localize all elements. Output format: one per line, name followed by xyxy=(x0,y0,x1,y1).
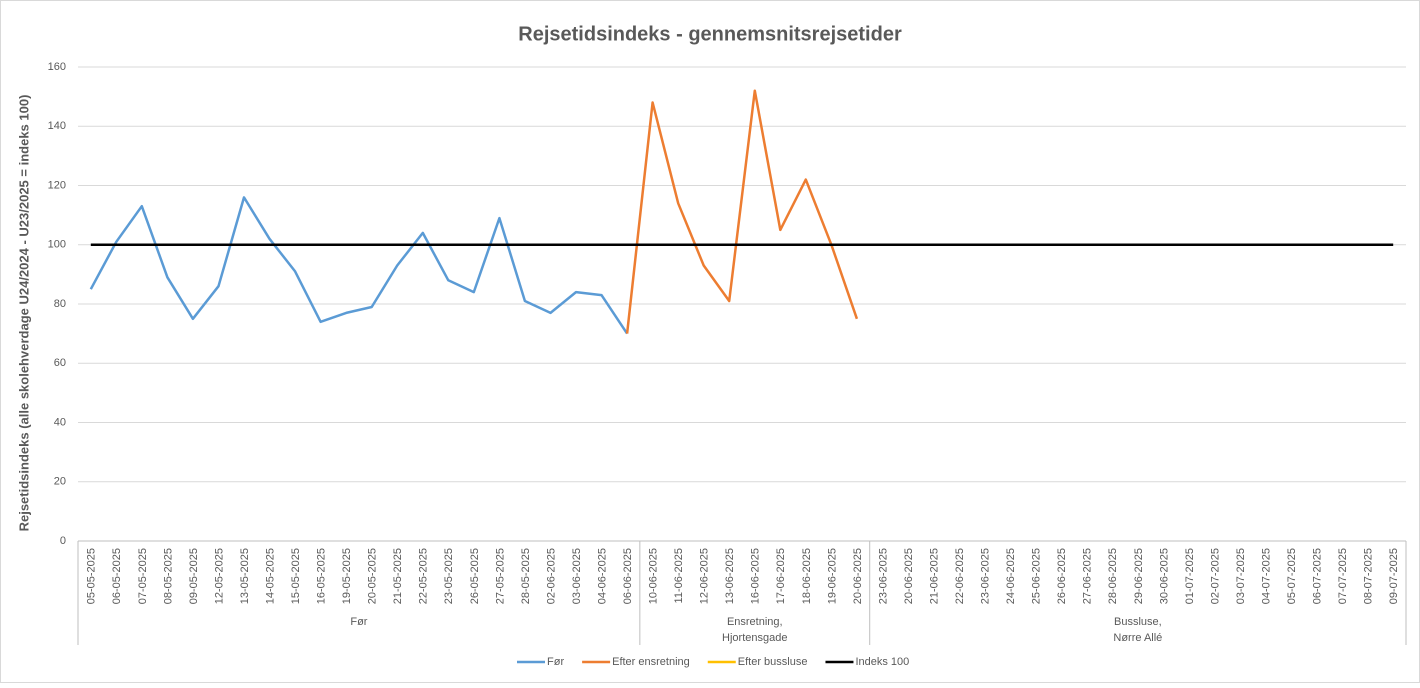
x-tick-label: 27-05-2025 xyxy=(494,548,506,604)
x-tick-label: 07-05-2025 xyxy=(137,548,149,604)
x-tick-label: 19-06-2025 xyxy=(826,548,838,604)
x-tick-label: 28-05-2025 xyxy=(520,548,532,604)
y-tick-label: 20 xyxy=(54,476,66,488)
x-tick-label: 08-07-2025 xyxy=(1363,548,1375,604)
x-tick-label: 02-07-2025 xyxy=(1209,548,1221,604)
x-tick-label: 20-06-2025 xyxy=(903,548,915,604)
y-tick-label: 0 xyxy=(60,535,66,547)
x-tick-label: 05-07-2025 xyxy=(1286,548,1298,604)
y-tick-label: 100 xyxy=(48,239,66,251)
x-tick-label: 26-06-2025 xyxy=(1056,548,1068,604)
x-tick-label: 17-06-2025 xyxy=(775,548,787,604)
x-tick-label: 04-06-2025 xyxy=(596,548,608,604)
x-tick-label: 29-06-2025 xyxy=(1133,548,1145,604)
y-tick-label: 40 xyxy=(54,416,66,428)
y-tick-label: 160 xyxy=(48,61,66,73)
x-tick-label: 07-07-2025 xyxy=(1337,548,1349,604)
x-tick-label: 05-05-2025 xyxy=(86,548,98,604)
legend-label: Efter bussluse xyxy=(738,656,808,668)
x-tick-label: 18-06-2025 xyxy=(801,548,813,604)
x-tick-label: 12-06-2025 xyxy=(699,548,711,604)
legend-label: Efter ensretning xyxy=(612,656,690,668)
x-tick-label: 01-07-2025 xyxy=(1184,548,1196,604)
x-tick-label: 23-06-2025 xyxy=(877,548,889,604)
x-tick-label: 09-05-2025 xyxy=(188,548,200,604)
x-tick-label: 06-06-2025 xyxy=(622,548,634,604)
x-tick-label: 19-05-2025 xyxy=(341,548,353,604)
legend-label: Før xyxy=(547,656,564,668)
x-tick-label: 10-06-2025 xyxy=(648,548,660,604)
x-tick-label: 16-05-2025 xyxy=(316,548,328,604)
x-tick-label: 13-05-2025 xyxy=(239,548,251,604)
y-tick-label: 140 xyxy=(48,120,66,132)
x-tick-label: 20-05-2025 xyxy=(367,548,379,604)
group-label: Bussluse, xyxy=(1114,616,1162,628)
x-tick-label: 30-06-2025 xyxy=(1158,548,1170,604)
x-tick-label: 08-05-2025 xyxy=(162,548,174,604)
x-tick-label: 16-06-2025 xyxy=(750,548,762,604)
x-tick-label: 25-06-2025 xyxy=(1031,548,1043,604)
legend-label: Indeks 100 xyxy=(855,656,909,668)
x-tick-label: 03-06-2025 xyxy=(571,548,583,604)
x-tick-label: 24-06-2025 xyxy=(1005,548,1017,604)
x-tick-label: 26-05-2025 xyxy=(469,548,481,604)
series-line xyxy=(89,196,629,335)
x-tick-label: 22-06-2025 xyxy=(954,548,966,604)
group-label: Hjortensgade xyxy=(722,632,787,644)
x-tick-label: 21-06-2025 xyxy=(928,548,940,604)
group-label: Før xyxy=(350,616,367,628)
group-label: Nørre Allé xyxy=(1113,632,1162,644)
y-tick-label: 120 xyxy=(48,179,66,191)
x-tick-label: 06-05-2025 xyxy=(111,548,123,604)
x-tick-label: 21-05-2025 xyxy=(392,548,404,604)
x-tick-label: 14-05-2025 xyxy=(264,548,276,604)
x-tick-label: 22-05-2025 xyxy=(418,548,430,604)
x-tick-label: 09-07-2025 xyxy=(1388,548,1400,604)
x-tick-label: 04-07-2025 xyxy=(1260,548,1272,604)
series-line xyxy=(625,89,859,334)
x-tick-label: 20-06-2025 xyxy=(852,548,864,604)
x-tick-label: 12-05-2025 xyxy=(213,548,225,604)
x-tick-label: 03-07-2025 xyxy=(1235,548,1247,604)
x-tick-label: 23-06-2025 xyxy=(980,548,992,604)
y-axis-title: Rejsetidsindeks (alle skolehverdage U24/… xyxy=(16,95,31,532)
group-label: Ensretning, xyxy=(727,616,783,628)
x-tick-label: 28-06-2025 xyxy=(1107,548,1119,604)
y-tick-label: 60 xyxy=(54,357,66,369)
x-tick-label: 27-06-2025 xyxy=(1082,548,1094,604)
x-tick-label: 23-05-2025 xyxy=(443,548,455,604)
x-tick-label: 13-06-2025 xyxy=(724,548,736,604)
x-tick-label: 11-06-2025 xyxy=(673,548,685,603)
chart-title: Rejsetidsindeks - gennemsnitsrejsetider xyxy=(518,23,902,45)
x-tick-label: 06-07-2025 xyxy=(1312,548,1324,604)
x-tick-label: 15-05-2025 xyxy=(290,548,302,604)
y-tick-label: 80 xyxy=(54,298,66,310)
x-tick-label: 02-06-2025 xyxy=(545,548,557,604)
